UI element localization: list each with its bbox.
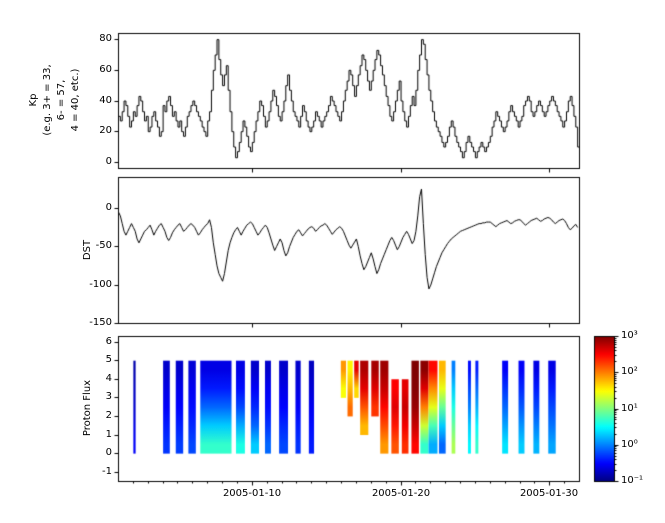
colorbar-tick-label: 10²	[621, 366, 638, 377]
y-tick-label: -100	[89, 279, 112, 290]
y-tick-label: 80	[99, 33, 112, 44]
y-tick-label: 0	[105, 156, 112, 167]
y-tick-label: -50	[95, 240, 112, 251]
x-tick-label: 2005-01-20	[371, 488, 431, 499]
colorbar-tick-label: 10¹	[621, 403, 638, 414]
x-tick-label: 2005-01-10	[222, 488, 282, 499]
y-tick-label: 20	[99, 125, 112, 136]
x-tick-label: 2005-01-30	[519, 488, 579, 499]
y-tick-label: 0	[105, 447, 112, 458]
y-tick-label: -1	[102, 466, 112, 477]
colorbar-tick-label: 10⁰	[621, 439, 638, 450]
y-tick-label: 6	[105, 336, 112, 347]
colorbar-tick-label: 10³	[621, 330, 638, 341]
y-tick-label: 4	[105, 373, 112, 384]
colorbar-tick-label: 10⁻¹	[621, 475, 644, 486]
y-tick-label: 40	[99, 95, 112, 106]
y-tick-label: 0	[105, 202, 112, 213]
y-tick-label: 2	[105, 410, 112, 421]
y-tick-label: 60	[99, 64, 112, 75]
y-tick-label: 5	[105, 354, 112, 365]
y-tick-label: -150	[89, 317, 112, 328]
y-tick-label: 3	[105, 391, 112, 402]
y-tick-label: 1	[105, 429, 112, 440]
